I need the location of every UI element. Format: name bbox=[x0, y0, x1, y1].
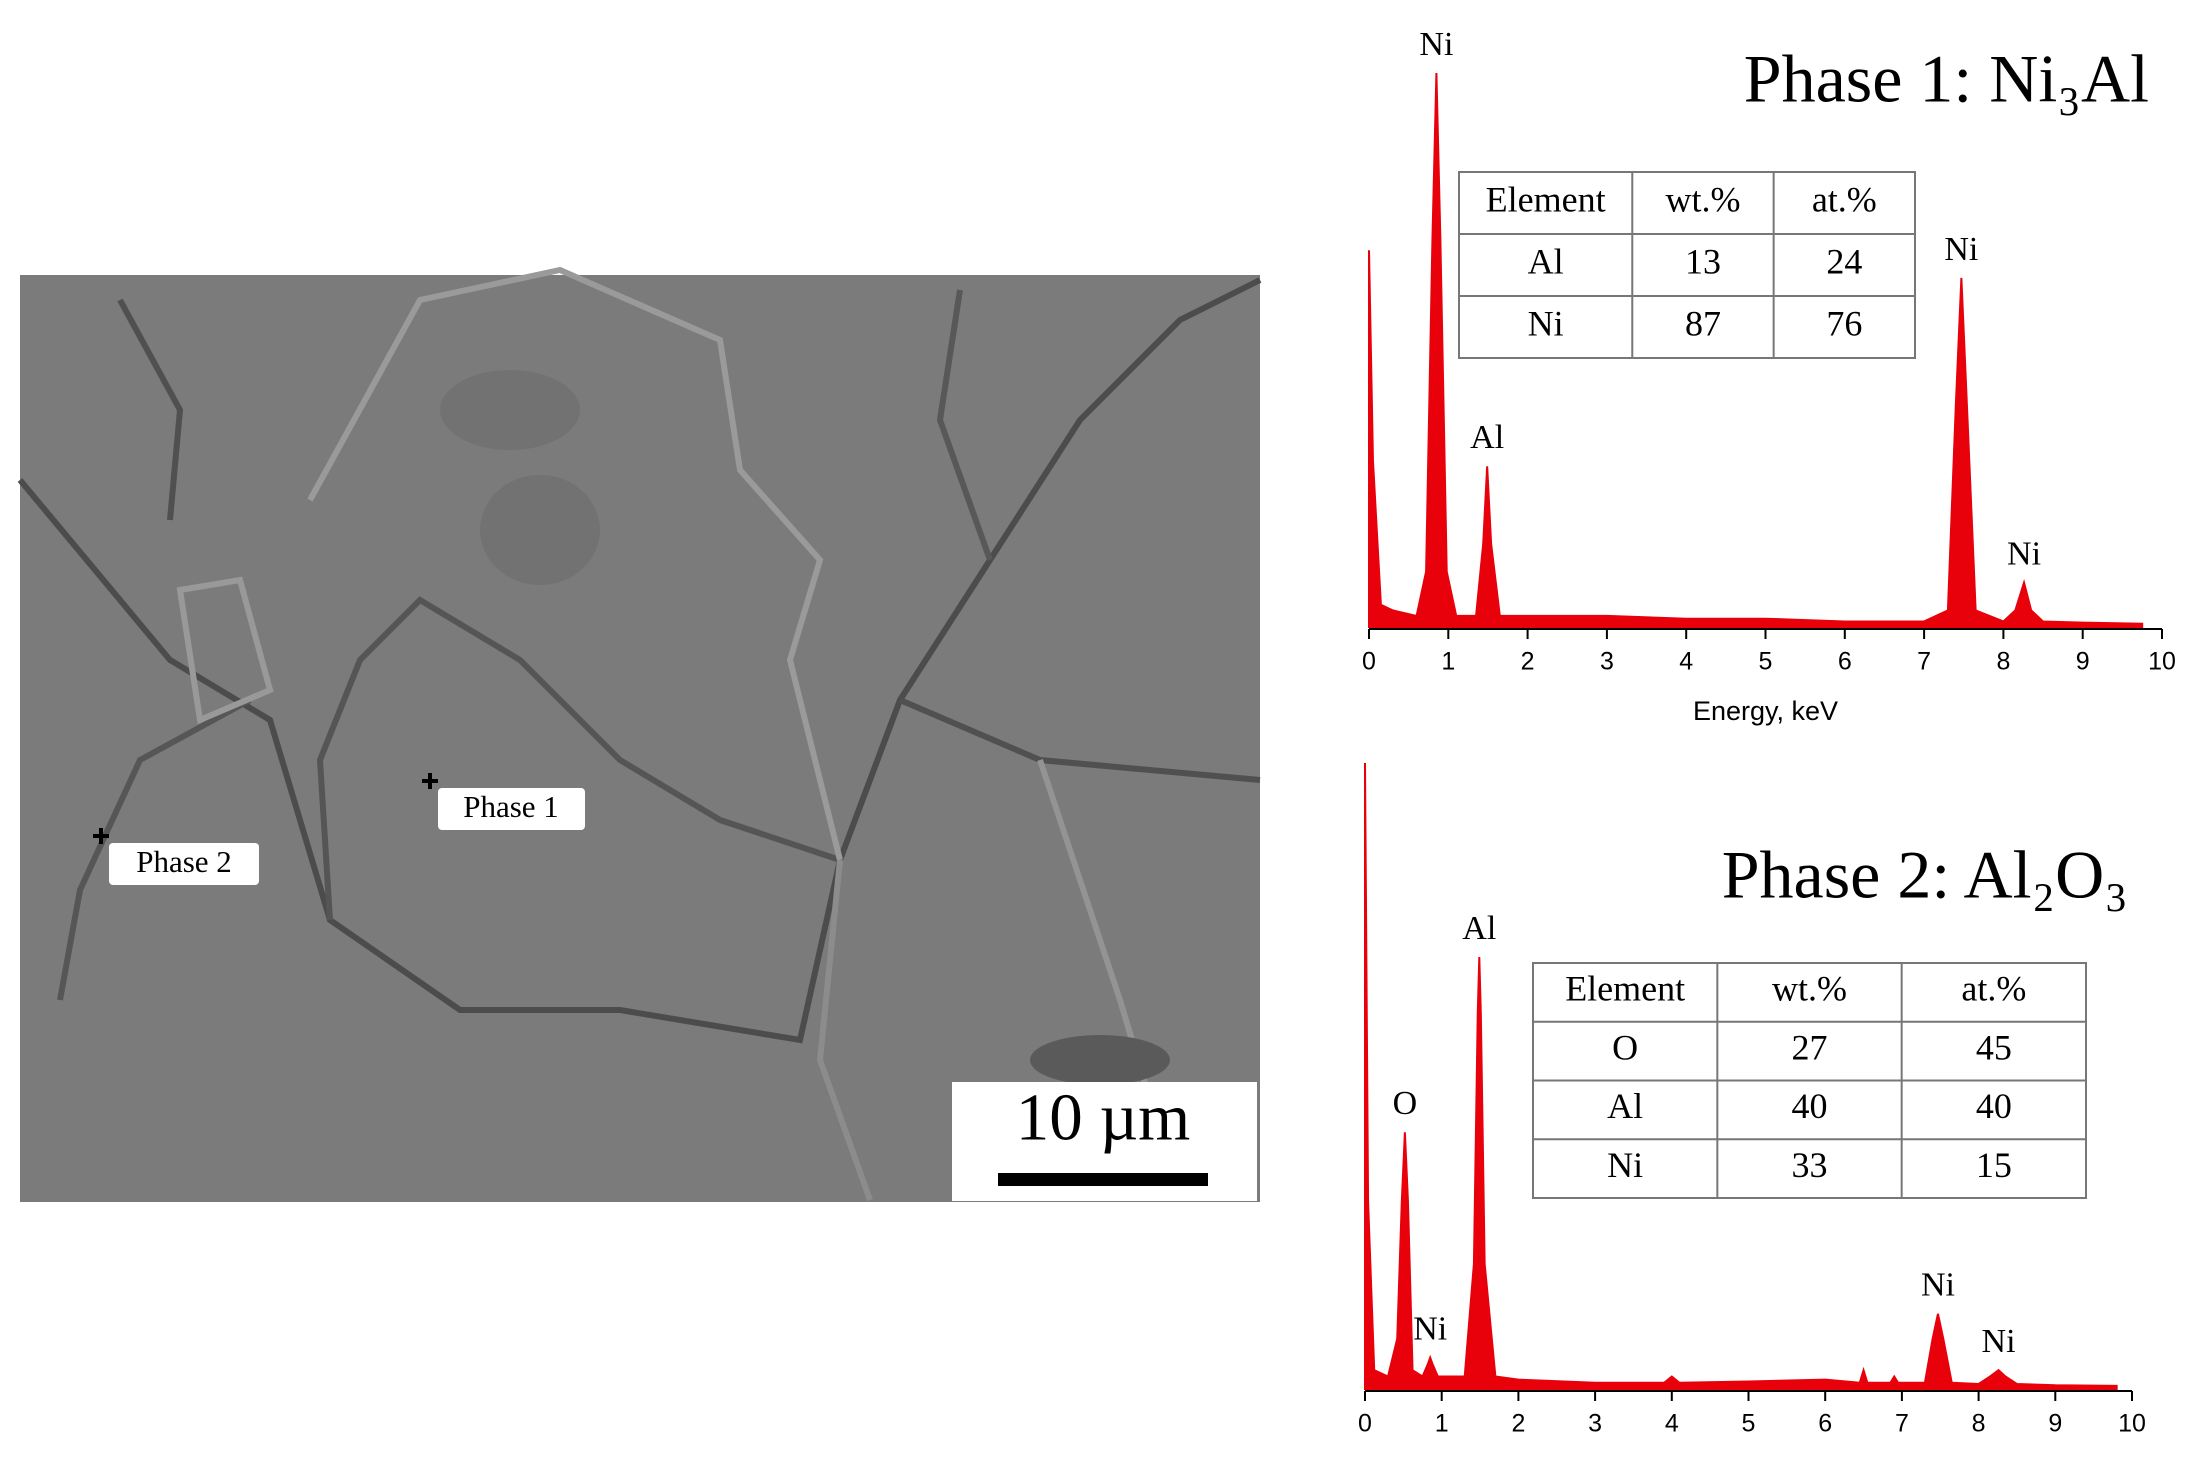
table-cell: 33 bbox=[1792, 1145, 1828, 1185]
table-cell: 87 bbox=[1685, 303, 1721, 343]
table-cell: 45 bbox=[1976, 1027, 2012, 1067]
table-cell: 27 bbox=[1792, 1027, 1828, 1067]
table-header: at.% bbox=[1961, 969, 2026, 1009]
x-tick-label: 10 bbox=[2118, 1410, 2146, 1438]
x-tick-label: 1 bbox=[1441, 648, 1455, 676]
x-tick-label: 6 bbox=[1818, 1410, 1832, 1438]
x-tick-label: 5 bbox=[1742, 1410, 1756, 1438]
peak-label: Ni bbox=[1413, 1310, 1447, 1347]
table-header: wt.% bbox=[1665, 179, 1740, 219]
x-tick-label: 8 bbox=[1972, 1410, 1986, 1438]
table-header: Element bbox=[1565, 969, 1685, 1009]
table-cell: 24 bbox=[1826, 241, 1862, 281]
x-tick-label: 9 bbox=[2076, 648, 2090, 676]
x-axis-label: Energy, keV bbox=[1693, 696, 1838, 726]
table-cell: Al bbox=[1607, 1086, 1643, 1126]
phase-markers bbox=[93, 773, 438, 844]
chart-title: Phase 1: Ni₃Al bbox=[1744, 41, 2149, 117]
chart-title: Phase 2: Al₂O₃ bbox=[1722, 837, 2128, 913]
scale-bar-label: 10 µm bbox=[1016, 1080, 1190, 1154]
table-header: Element bbox=[1486, 179, 1606, 219]
x-tick-label: 3 bbox=[1588, 1410, 1602, 1438]
grain-spot bbox=[1030, 1035, 1170, 1085]
phase-label: Phase 2 bbox=[136, 844, 232, 879]
grain-spot bbox=[480, 475, 600, 585]
peak-label: Ni bbox=[1921, 1267, 1955, 1304]
x-tick-label: 4 bbox=[1665, 1410, 1679, 1438]
x-tick-label: 10 bbox=[2148, 648, 2176, 676]
x-tick-label: 0 bbox=[1358, 1410, 1372, 1438]
sem-image: Phase 1 Phase 2 10 µm bbox=[17, 266, 1262, 1202]
grain-boundaries bbox=[17, 266, 1262, 1202]
x-tick-label: 5 bbox=[1759, 648, 1773, 676]
grain-spot bbox=[440, 370, 580, 450]
table-cell: Ni bbox=[1528, 303, 1564, 343]
scale-bar bbox=[998, 1173, 1208, 1186]
table-cell: 40 bbox=[1976, 1086, 2012, 1126]
x-tick-label: 6 bbox=[1838, 648, 1852, 676]
peak-label: Al bbox=[1462, 910, 1496, 947]
x-tick-label: 7 bbox=[1895, 1410, 1909, 1438]
x-tick-label: 2 bbox=[1521, 648, 1535, 676]
table-cell: 15 bbox=[1976, 1145, 2012, 1185]
label-box bbox=[109, 843, 259, 885]
x-tick-label: 1 bbox=[1435, 1410, 1449, 1438]
table-header: wt.% bbox=[1772, 969, 1847, 1009]
x-tick-label: 4 bbox=[1679, 648, 1693, 676]
x-tick-label: 3 bbox=[1600, 648, 1614, 676]
x-tick-label: 0 bbox=[1362, 648, 1376, 676]
spectrum bbox=[1364, 762, 2118, 1390]
peak-label: Ni bbox=[1419, 26, 1453, 63]
table-cell: O bbox=[1612, 1027, 1638, 1067]
table-cell: 40 bbox=[1792, 1086, 1828, 1126]
x-tick-label: 7 bbox=[1917, 648, 1931, 676]
x-tick-label: 8 bbox=[1996, 648, 2010, 676]
table-cell: Ni bbox=[1607, 1145, 1643, 1185]
peak-label: Ni bbox=[1982, 1323, 2016, 1360]
table-frame bbox=[1458, 171, 1916, 359]
peak-label: Ni bbox=[1944, 231, 1978, 268]
phase-label: Phase 1 bbox=[463, 789, 559, 824]
label-box bbox=[438, 788, 585, 830]
peak-label: Al bbox=[1470, 419, 1504, 456]
x-tick-label: 9 bbox=[2048, 1410, 2062, 1438]
table-header: at.% bbox=[1812, 179, 1877, 219]
table-cell: Al bbox=[1528, 241, 1564, 281]
table-cell: 13 bbox=[1685, 241, 1721, 281]
peak-label: O bbox=[1393, 1085, 1418, 1122]
x-tick-label: 2 bbox=[1511, 1410, 1525, 1438]
peak-label: Ni bbox=[2007, 535, 2041, 572]
table-cell: 76 bbox=[1826, 303, 1862, 343]
spectrum bbox=[1368, 72, 2144, 628]
